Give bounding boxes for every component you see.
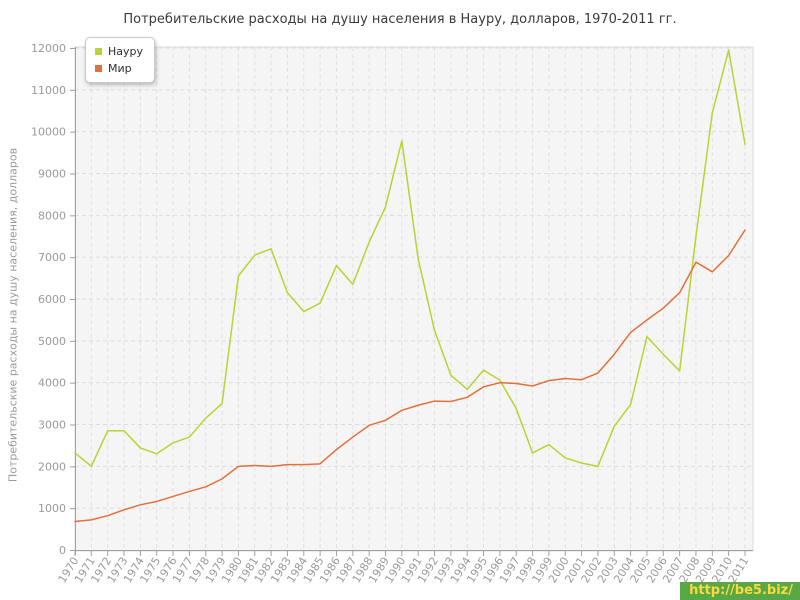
y-tick-label: 0 bbox=[59, 544, 66, 557]
y-tick-label: 10000 bbox=[31, 126, 66, 139]
legend: Науру Мир bbox=[85, 37, 156, 83]
world-line bbox=[74, 229, 746, 523]
y-tick-label: 6000 bbox=[38, 293, 66, 306]
y-tick-label: 7000 bbox=[38, 251, 66, 264]
y-tick-label: 2000 bbox=[38, 460, 66, 473]
y-tick-label: 1000 bbox=[38, 502, 66, 515]
nauru-line bbox=[74, 49, 746, 468]
y-tick-label: 12000 bbox=[31, 42, 66, 55]
watermark-link[interactable]: http://be5.biz/ bbox=[680, 582, 800, 600]
y-tick-label: 8000 bbox=[38, 209, 66, 222]
legend-item-nauru: Науру bbox=[95, 43, 143, 60]
y-tick-label: 11000 bbox=[31, 84, 66, 97]
chart-title: Потребительские расходы на душу населени… bbox=[123, 12, 677, 27]
legend-label-world: Мир bbox=[108, 62, 132, 75]
nauru-series-swatch bbox=[95, 48, 102, 55]
y-tick-label: 9000 bbox=[38, 168, 66, 181]
y-tick-label: 5000 bbox=[38, 335, 66, 348]
legend-label-nauru: Науру bbox=[108, 45, 144, 58]
world-series-swatch bbox=[95, 65, 102, 72]
y-tick-label: 4000 bbox=[38, 377, 66, 390]
y-tick-label: 3000 bbox=[38, 419, 66, 432]
legend-item-world: Мир bbox=[95, 60, 143, 77]
